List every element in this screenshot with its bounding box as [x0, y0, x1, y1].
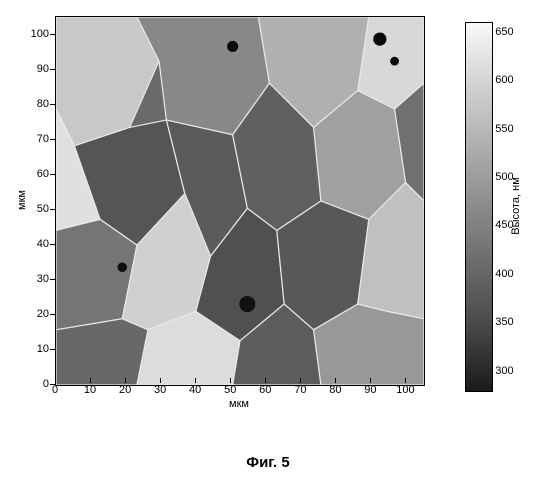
figure-caption: Фиг. 5 — [15, 454, 521, 471]
colorbar-label: Высота, нм — [495, 22, 509, 390]
y-axis-ticks: 0102030405060708090100 — [15, 16, 55, 384]
figure: мкм 0102030405060708090100 0102030405060… — [15, 10, 521, 450]
heatmap-plot: мкм 0102030405060708090100 0102030405060… — [15, 10, 433, 450]
colorbar: 300350400450500550600650 Высота, нм — [465, 16, 521, 396]
colorbar-gradient — [465, 22, 493, 392]
x-axis-label: мкм — [55, 398, 423, 410]
x-axis-ticks: 0102030405060708090100 — [55, 384, 423, 398]
heatmap-svg — [56, 17, 424, 385]
plot-area — [55, 16, 425, 386]
